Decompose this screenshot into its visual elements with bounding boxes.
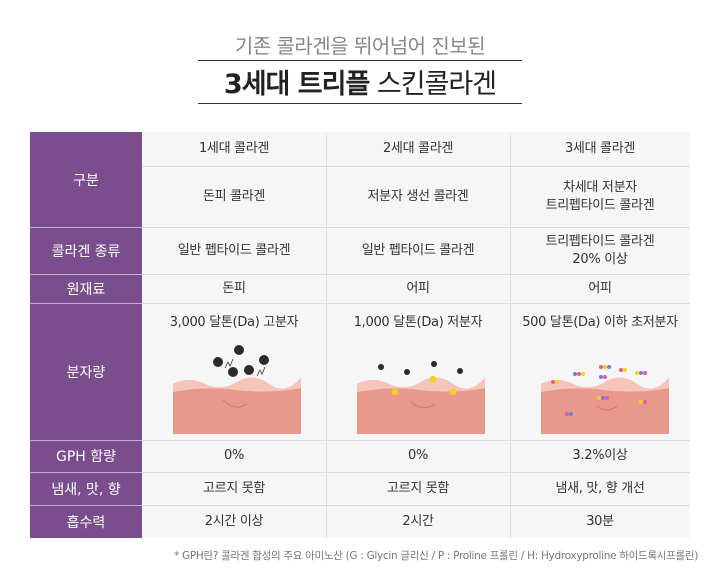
row-header-absorption: 흡수력 xyxy=(30,505,142,538)
header-separator xyxy=(30,227,142,228)
row-divider xyxy=(142,505,690,506)
gen3-skin-illustration xyxy=(541,365,669,434)
header-separator xyxy=(30,472,142,473)
row-header-molecular-weight: 분자량 xyxy=(30,303,142,440)
gen3-collagen-kind-line2: 20% 이상 xyxy=(572,251,628,267)
gen2-skin-illustration xyxy=(357,361,485,434)
title-rule-bottom xyxy=(198,103,522,104)
row-divider xyxy=(142,303,690,304)
gen1-molecular-weight: 3,000 달톤(Da) 고분자 xyxy=(169,315,299,331)
row-header-smell: 냄새, 맛, 향 xyxy=(30,472,142,505)
column-divider xyxy=(510,132,511,538)
gen1-label: 1세대 콜라겐 xyxy=(198,141,270,157)
gen3-collagen-kind: 트리펩타이드 콜라겐 20% 이상 xyxy=(510,227,690,274)
gph-footnote: * GPH란? 콜라겐 합성의 주요 아미노산 (G : Glycin 글리신 … xyxy=(174,550,698,562)
gen2-type: 저분자 생선 콜라겐 xyxy=(367,188,469,204)
gen3-type-line2: 트리펩타이드 콜라겐 xyxy=(545,197,655,213)
header-separator xyxy=(30,440,142,441)
gen2-material: 어피 xyxy=(406,280,430,296)
header-separator xyxy=(30,274,142,275)
row-header-gph: GPH 함량 xyxy=(30,440,142,472)
title-light: 스킨콜라겐 xyxy=(376,69,497,100)
title-bold: 3세대 트리플 xyxy=(223,69,370,100)
gen2-smell: 고르지 못함 xyxy=(386,480,450,496)
title-rule-top xyxy=(198,60,522,61)
gen3-molecular-weight: 500 달톤(Da) 이하 초저분자 xyxy=(522,315,678,331)
gen1-skin-illustration xyxy=(173,345,301,434)
gen2-label: 2세대 콜라겐 xyxy=(382,141,454,157)
row-divider xyxy=(142,274,690,275)
page-title: 3세대 트리플 스킨콜라겐 xyxy=(0,62,720,101)
gen1-type: 돈피 콜라겐 xyxy=(202,188,266,204)
gen1-material: 돈피 xyxy=(222,280,246,296)
gen2-molecular-weight: 1,000 달톤(Da) 저분자 xyxy=(353,315,483,331)
gen2-absorption: 2시간 xyxy=(402,513,434,529)
gen1-collagen-kind: 일반 펩타이드 콜라겐 xyxy=(177,242,291,258)
row-divider xyxy=(142,472,690,473)
subtitle: 기존 콜라겐을 뛰어넘어 진보된 xyxy=(234,34,486,58)
gen3-gph: 3.2%이상 xyxy=(572,448,628,464)
gen2-collagen-kind: 일반 펩타이드 콜라겐 xyxy=(361,242,475,258)
gen3-absorption: 30분 xyxy=(586,513,614,529)
gen1-absorption: 2시간 이상 xyxy=(204,513,264,529)
comparison-table: 구분 콜라겐 종류 원재료 분자량 GPH 함량 냄새, 맛, 향 흡수력 1세… xyxy=(30,132,690,538)
gen3-type-line1: 차세대 저분자 xyxy=(563,179,637,195)
row-header-material: 원재료 xyxy=(30,274,142,303)
row-divider xyxy=(142,166,690,167)
gen3-collagen-kind-line1: 트리펩타이드 콜라겐 xyxy=(545,233,655,249)
gen1-smell: 고르지 못함 xyxy=(202,480,266,496)
gen1-gph: 0% xyxy=(223,448,245,464)
gen2-gph: 0% xyxy=(407,448,429,464)
row-header-category: 구분 xyxy=(30,132,142,227)
row-header-collagen-kind: 콜라겐 종류 xyxy=(30,227,142,274)
column-divider xyxy=(326,132,327,538)
header-separator xyxy=(30,505,142,506)
gen3-material: 어피 xyxy=(588,280,612,296)
gen3-label: 3세대 콜라겐 xyxy=(564,141,636,157)
gen3-smell: 냄새, 맛, 향 개선 xyxy=(555,480,645,496)
row-divider xyxy=(142,227,690,228)
gen3-type: 차세대 저분자 트리펩타이드 콜라겐 xyxy=(510,166,690,227)
row-divider xyxy=(142,440,690,441)
header-separator xyxy=(30,303,142,304)
